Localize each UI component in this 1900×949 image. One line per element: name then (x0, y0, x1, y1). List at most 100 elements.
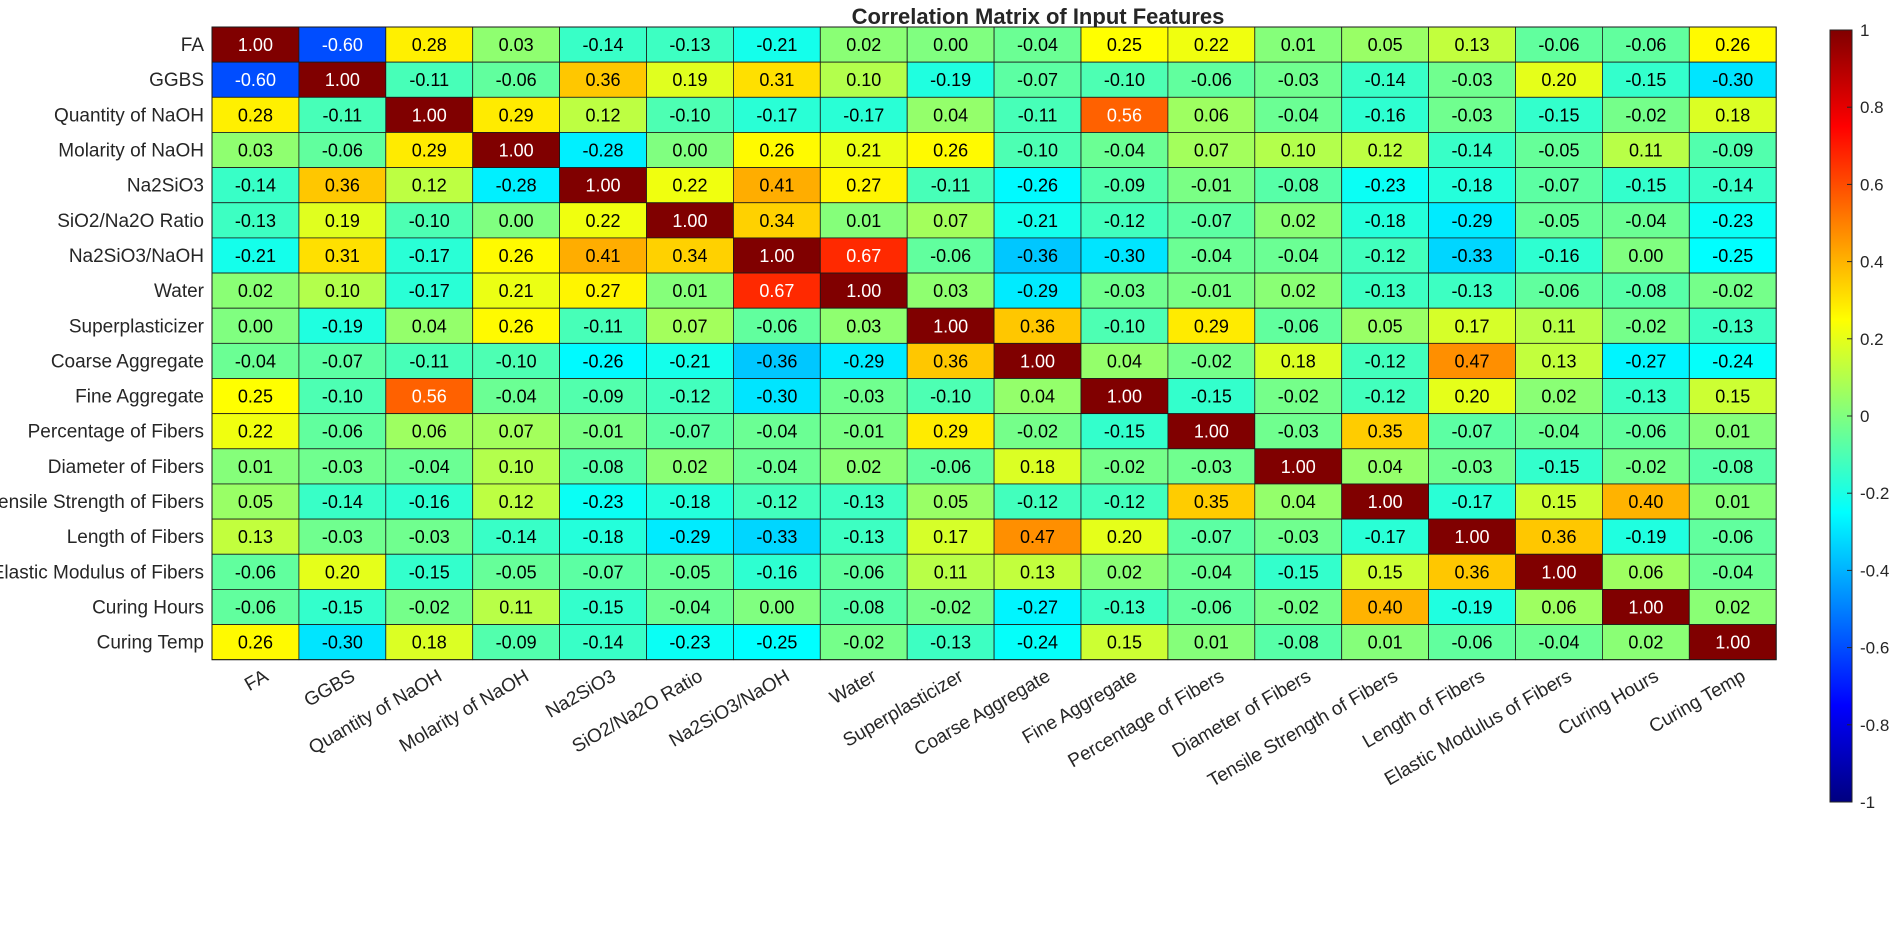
cell-value-label: 0.04 (933, 105, 968, 125)
cell-value-label: -0.26 (1017, 176, 1058, 196)
row-label: Superplasticizer (69, 316, 205, 337)
heatmap-cell (1254, 518, 1343, 555)
cell-value-label: -0.25 (1712, 246, 1753, 266)
cell-value-label: -0.03 (1104, 281, 1145, 301)
heatmap-cell (993, 553, 1082, 590)
column-label: Na2SiO3 (542, 666, 619, 723)
cell-value-label: -0.18 (1452, 176, 1493, 196)
heatmap-cell (1602, 342, 1690, 379)
heatmap-cell (559, 518, 647, 555)
cell-value-label: 0.01 (846, 211, 881, 231)
heatmap-cell (211, 307, 300, 344)
cell-value-label: -0.06 (235, 562, 276, 582)
cell-value-label: 0.06 (1541, 597, 1576, 617)
cell-value-label: -0.12 (669, 387, 710, 407)
cell-value-label: 0.15 (1541, 492, 1576, 512)
cell-value-label: 0.01 (1281, 35, 1316, 55)
heatmap-cell (819, 624, 908, 661)
cell-value-label: -0.07 (669, 422, 710, 442)
colorbar-tick-label: 1 (1860, 21, 1869, 40)
colorbar-tick-label: -0.6 (1860, 639, 1889, 658)
cell-value-label: -0.15 (1538, 105, 1579, 125)
cell-value-label: -0.07 (1452, 422, 1493, 442)
cell-value-label: 0.05 (238, 492, 273, 512)
heatmap-cell (1167, 202, 1256, 239)
heatmap-cell (472, 413, 561, 450)
cell-value-label: -0.06 (930, 246, 971, 266)
cell-value-label: -0.11 (931, 176, 971, 196)
row-label: Quantity of NaOH (54, 105, 204, 126)
cell-value-label: -0.14 (496, 527, 537, 547)
cell-value-label: -0.02 (1278, 597, 1319, 617)
cell-value-label: 1.00 (1541, 562, 1576, 582)
heatmap-cell (1341, 553, 1429, 590)
cell-value-label: -0.13 (235, 211, 276, 231)
cell-value-label: -0.18 (583, 527, 624, 547)
cell-value-label: -0.08 (1278, 176, 1319, 196)
cell-value-label: 0.36 (586, 70, 621, 90)
cell-value-label: -0.11 (1018, 105, 1058, 125)
heatmap-cell (1688, 483, 1777, 520)
cell-value-label: 0.29 (1194, 316, 1229, 336)
cell-value-label: -0.02 (930, 597, 971, 617)
cell-value-label: -0.06 (235, 597, 276, 617)
heatmap-cell (906, 61, 995, 98)
heatmap-cell (1167, 589, 1256, 625)
cell-value-label: 0.41 (759, 176, 794, 196)
cell-value-label: -0.33 (1452, 246, 1493, 266)
cell-value-label: -0.29 (669, 527, 710, 547)
heatmap-cell (472, 26, 561, 63)
chart-title: Correlation Matrix of Input Features (852, 4, 1225, 29)
cell-value-label: -0.04 (1104, 141, 1145, 161)
cell-value-label: 0.02 (1541, 387, 1576, 407)
row-label: Curing Hours (92, 597, 204, 618)
cell-value-label: 0.34 (759, 211, 794, 231)
colorbar: -1 -0.8 -0.6 -0.4 -0.2 0 0.2 0.4 0.6 0.8 1 (1829, 21, 1889, 812)
cell-value-label: 0.11 (1542, 316, 1576, 336)
cell-value-label: 0.22 (672, 176, 707, 196)
colorbar-tick-label: 0.6 (1860, 175, 1884, 194)
cell-value-label: 0.02 (1628, 633, 1663, 653)
heatmap-cell (211, 61, 300, 98)
cell-value-label: 0.27 (846, 176, 881, 196)
heatmap-cell (472, 96, 561, 133)
heatmap-cell (211, 26, 300, 63)
cell-value-label: 0.34 (672, 246, 707, 266)
cell-value-label: 0.15 (1715, 387, 1750, 407)
heatmap-cell (1688, 448, 1777, 485)
cell-value-label: 0.29 (412, 141, 447, 161)
heatmap-cell (819, 378, 908, 415)
heatmap-cell (1602, 518, 1690, 555)
heatmap-cell (298, 483, 387, 520)
cell-value-label: -0.13 (1104, 597, 1145, 617)
heatmap-cell (1080, 96, 1169, 133)
cell-value-label: -0.17 (1365, 527, 1406, 547)
heatmap-cell (1688, 132, 1777, 168)
heatmap-cell (385, 378, 474, 415)
cell-value-label: 0.02 (238, 281, 273, 301)
cell-value-label: -0.13 (1712, 316, 1753, 336)
cell-value-label: 1.00 (1194, 422, 1229, 442)
heatmap-cell (733, 96, 821, 133)
cell-value-label: -0.10 (930, 387, 971, 407)
heatmap-cell (298, 272, 387, 309)
heatmap-cell (1515, 132, 1603, 168)
heatmap-cell (1341, 518, 1429, 555)
heatmap-cell (1167, 272, 1256, 309)
heatmap-cell (211, 202, 300, 239)
cell-value-label: 0.06 (1628, 562, 1663, 582)
cell-value-label: -0.08 (1278, 633, 1319, 653)
cell-value-label: -0.24 (1017, 633, 1058, 653)
heatmap-cell (1341, 448, 1429, 485)
cell-value-label: -0.21 (1017, 211, 1058, 231)
cell-value-label: -0.02 (1625, 105, 1666, 125)
cell-value-label: -0.25 (756, 633, 797, 653)
cell-value-label: -0.06 (496, 70, 537, 90)
heatmap-cell (906, 518, 995, 555)
heatmap-cell (646, 272, 734, 309)
heatmap-cell (211, 132, 300, 168)
cell-value-label: 0.35 (1368, 422, 1403, 442)
heatmap-cell (1254, 378, 1343, 415)
heatmap-cell (993, 413, 1082, 450)
